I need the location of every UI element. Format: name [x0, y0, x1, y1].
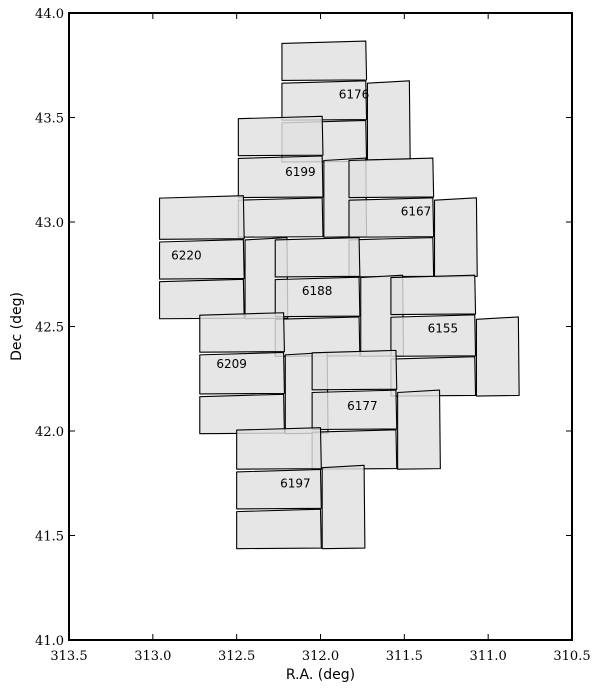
ccd-6199-3 — [237, 197, 324, 238]
ccd-6188-3 — [274, 316, 361, 357]
ccd-6167-1 — [348, 157, 435, 199]
x-tick-label: 313.5 — [50, 649, 87, 664]
field-label-6177: 6177 — [347, 399, 378, 413]
ccd-6209-2 — [199, 351, 285, 395]
ccd-6177-1 — [311, 349, 398, 391]
field-6155 — [390, 274, 520, 397]
field-label-6199: 6199 — [285, 165, 316, 179]
ccd-6197-1 — [236, 427, 322, 470]
ccd-6209-1 — [199, 312, 285, 353]
y-tick-label: 41.0 — [35, 634, 64, 649]
x-tick-label: 312.0 — [302, 649, 339, 664]
ccd-6155-2 — [390, 314, 477, 357]
ccd-6220-3 — [158, 278, 245, 320]
field-6197 — [236, 427, 366, 550]
y-tick-label: 42.5 — [35, 321, 64, 336]
x-tick-label: 312.5 — [218, 649, 255, 664]
ccd-footprints — [158, 40, 520, 550]
ccd-6176-1 — [281, 40, 368, 82]
y-tick-label: 42.0 — [35, 425, 64, 440]
ccd-6197-3 — [236, 508, 322, 550]
ccd-6199-2 — [237, 155, 324, 199]
y-axis-label: Dec (deg) — [9, 292, 25, 361]
ccd-6155-1 — [390, 274, 477, 316]
y-tick-label: 43.5 — [35, 112, 64, 127]
y-tick-label: 41.5 — [35, 530, 64, 545]
field-6167 — [348, 157, 478, 278]
field-labels: 6176 6199 6167 6220 6188 6155 6209 6177 6197 — [171, 88, 458, 491]
ccd-6188-2 — [274, 276, 361, 318]
field-label-6209: 6209 — [216, 357, 247, 371]
field-label-6220: 6220 — [171, 248, 202, 262]
ccd-6199-1 — [237, 115, 324, 157]
field-label-6167: 6167 — [401, 205, 432, 219]
ccd-6155-4 — [475, 316, 520, 397]
field-label-6197: 6197 — [280, 476, 311, 490]
y-tick-label: 44.0 — [35, 7, 64, 22]
field-6177 — [311, 349, 441, 470]
ccd-6167-2 — [348, 197, 435, 238]
ccd-6177-4 — [397, 389, 441, 470]
x-tick-label: 311.0 — [470, 649, 507, 664]
ccd-6197-4 — [321, 464, 366, 550]
x-tick-label: 311.5 — [386, 649, 423, 664]
ccd-6167-4 — [433, 197, 478, 278]
x-axis-label: R.A. (deg) — [286, 667, 355, 683]
ccd-6209-3 — [199, 393, 285, 435]
axis-ticks: 313.5 313.0 312.5 312.0 311.5 311.0 310.5 41.0 4… — [35, 7, 591, 664]
ccd-6220-2 — [158, 239, 245, 280]
ccd-6188-1 — [274, 236, 361, 278]
ccd-6176-4 — [366, 80, 411, 161]
ccd-6167-3 — [348, 236, 435, 278]
field-label-6188: 6188 — [302, 284, 333, 298]
ccd-6177-2 — [311, 389, 398, 431]
ccd-6176-2 — [281, 80, 368, 121]
x-tick-label: 313.0 — [134, 649, 171, 664]
field-label-6155: 6155 — [428, 322, 459, 336]
ccd-6220-1 — [158, 195, 245, 240]
ccd-6197-2 — [236, 468, 322, 510]
ccd-6177-3 — [311, 429, 398, 470]
field-label-6176: 6176 — [339, 88, 370, 102]
x-tick-label: 310.5 — [553, 649, 590, 664]
y-tick-label: 43.0 — [35, 216, 64, 231]
